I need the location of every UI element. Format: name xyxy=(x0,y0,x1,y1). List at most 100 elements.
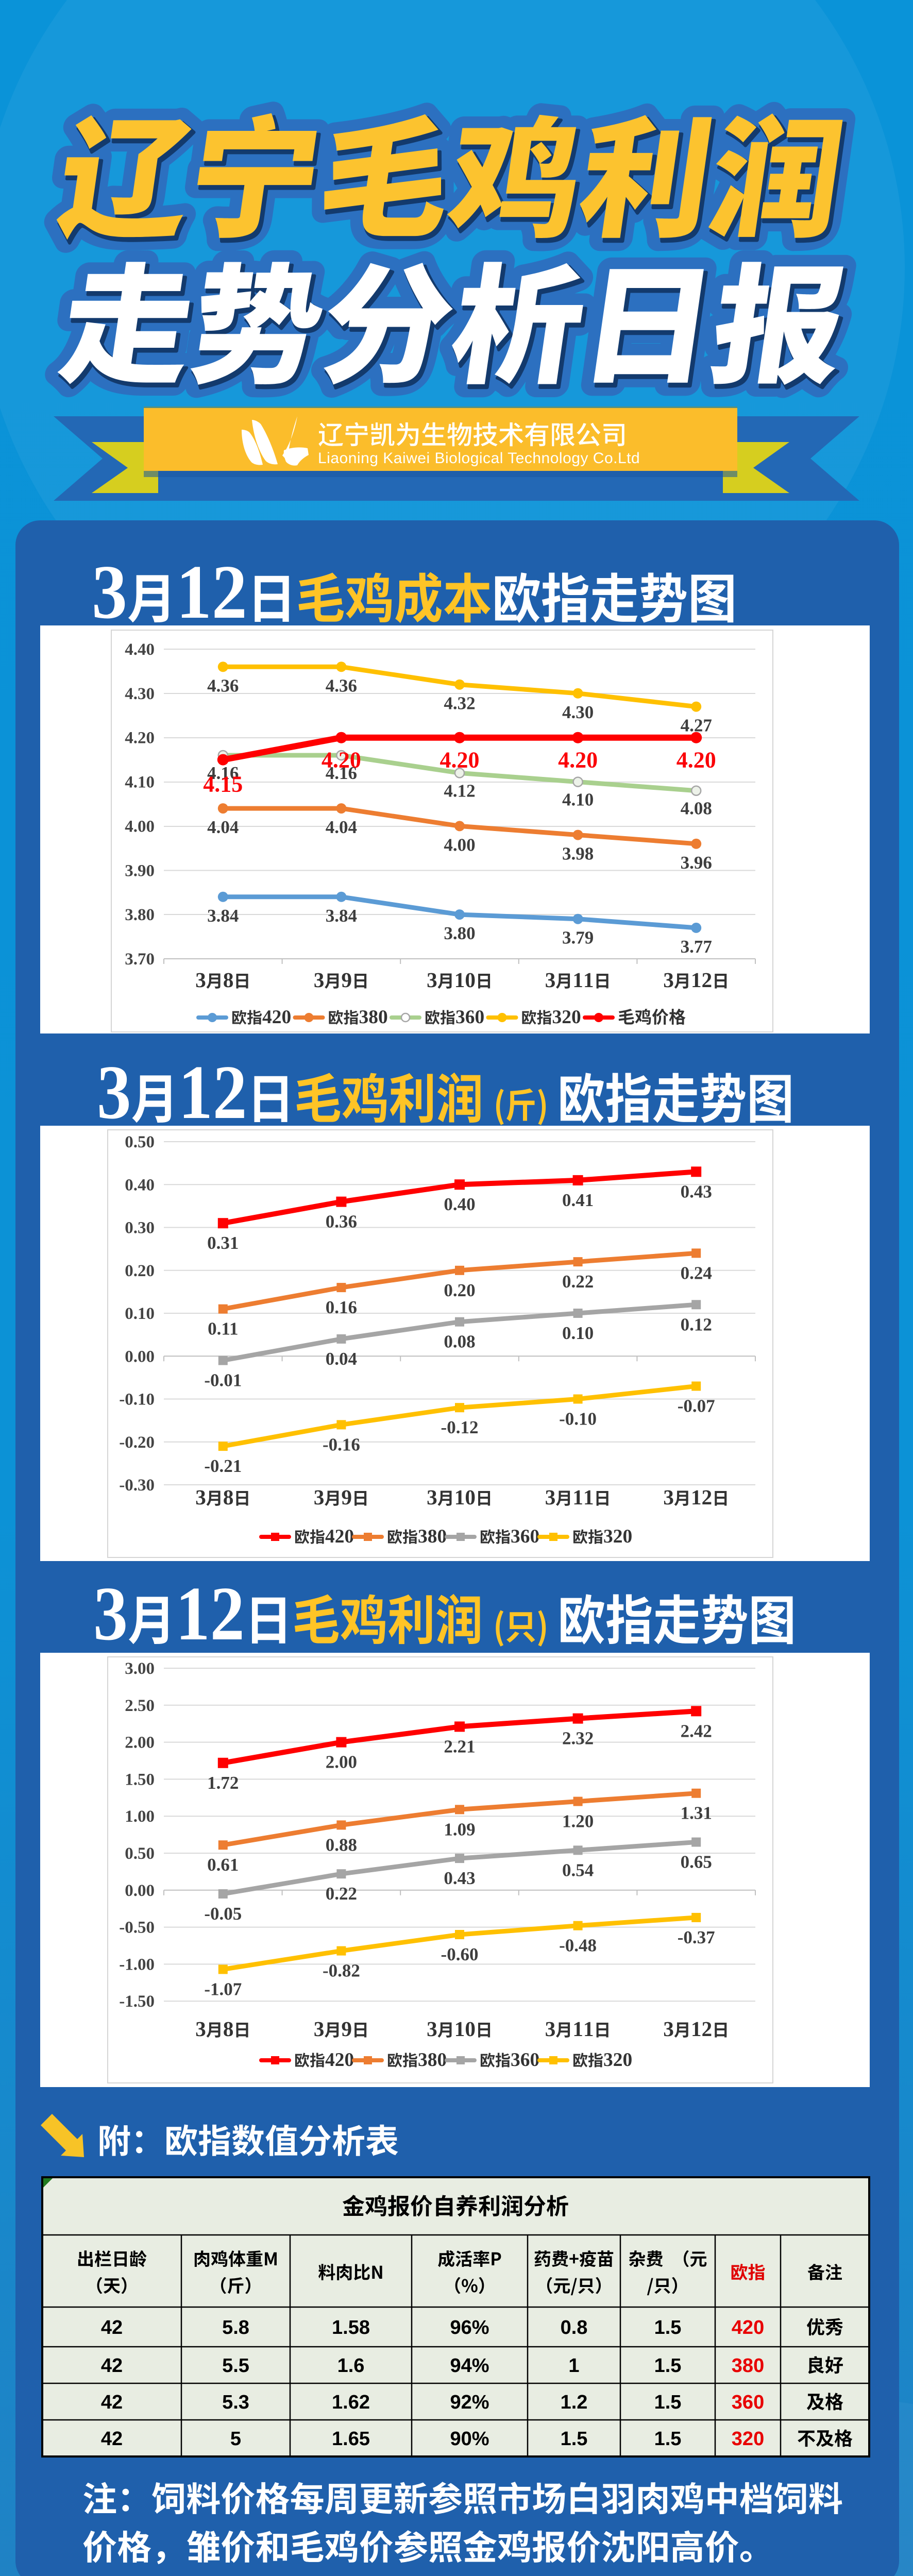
svg-text:0.61: 0.61 xyxy=(207,1855,239,1875)
svg-text:1.5: 1.5 xyxy=(654,2317,682,2338)
svg-text:Liaoning Kaiwei Biological Tec: Liaoning Kaiwei Biological Technology Co… xyxy=(318,450,640,467)
svg-text:3.00: 3.00 xyxy=(125,1659,155,1678)
svg-text:4.32: 4.32 xyxy=(444,693,475,714)
svg-text:4.10: 4.10 xyxy=(562,790,594,810)
svg-text:-0.10: -0.10 xyxy=(119,1391,155,1409)
svg-text:4.08: 4.08 xyxy=(681,799,712,819)
svg-text:0.88: 0.88 xyxy=(326,1835,357,1855)
svg-text:0.41: 0.41 xyxy=(562,1190,594,1210)
svg-text:1.72: 1.72 xyxy=(207,1773,239,1793)
svg-text:2.00: 2.00 xyxy=(326,1752,357,1772)
svg-text:1.62: 1.62 xyxy=(332,2392,370,2413)
svg-text:-0.82: -0.82 xyxy=(323,1961,360,1981)
svg-text:-0.37: -0.37 xyxy=(678,1927,715,1947)
svg-text:380: 380 xyxy=(732,2355,764,2377)
svg-text:-1.50: -1.50 xyxy=(119,1992,155,2011)
svg-text:1.5: 1.5 xyxy=(654,2355,682,2377)
svg-text:0.04: 0.04 xyxy=(326,1349,357,1369)
svg-text:4.00: 4.00 xyxy=(444,835,475,855)
svg-text:2.32: 2.32 xyxy=(562,1728,594,1749)
svg-text:3.80: 3.80 xyxy=(125,906,155,924)
svg-text:4.30: 4.30 xyxy=(125,685,155,703)
svg-text:0.65: 0.65 xyxy=(681,1852,712,1872)
svg-text:3.70: 3.70 xyxy=(125,950,155,969)
svg-text:1.58: 1.58 xyxy=(332,2317,370,2338)
svg-text:4.16: 4.16 xyxy=(326,763,357,783)
svg-text:-1.00: -1.00 xyxy=(119,1955,155,1974)
svg-text:1.5: 1.5 xyxy=(561,2428,588,2450)
svg-text:0.10: 0.10 xyxy=(562,1323,594,1343)
svg-text:-0.10: -0.10 xyxy=(559,1409,597,1429)
svg-text:1.20: 1.20 xyxy=(562,1811,594,1832)
svg-text:1: 1 xyxy=(568,2355,579,2377)
svg-text:4.20: 4.20 xyxy=(558,748,598,773)
svg-text:4.04: 4.04 xyxy=(326,817,357,837)
svg-text:4.36: 4.36 xyxy=(207,675,239,696)
svg-text:1.5: 1.5 xyxy=(654,2428,682,2450)
svg-text:-0.20: -0.20 xyxy=(119,1433,155,1452)
svg-text:5.5: 5.5 xyxy=(222,2355,249,2377)
svg-text:1.31: 1.31 xyxy=(681,1803,712,1823)
svg-text:42: 42 xyxy=(101,2317,123,2338)
svg-text:0.16: 0.16 xyxy=(326,1297,357,1317)
svg-text:4.20: 4.20 xyxy=(125,729,155,748)
svg-text:0.40: 0.40 xyxy=(125,1176,155,1194)
svg-text:-0.12: -0.12 xyxy=(441,1417,479,1437)
svg-text:0.10: 0.10 xyxy=(125,1304,155,1323)
svg-text:-0.30: -0.30 xyxy=(119,1476,155,1495)
svg-text:0.00: 0.00 xyxy=(125,1882,155,1900)
svg-text:4.00: 4.00 xyxy=(125,817,155,836)
svg-text:320: 320 xyxy=(732,2428,764,2450)
svg-text:0.00: 0.00 xyxy=(125,1347,155,1366)
svg-text:1.50: 1.50 xyxy=(125,1770,155,1789)
svg-text:0.50: 0.50 xyxy=(125,1133,155,1151)
svg-text:-0.50: -0.50 xyxy=(119,1919,155,1937)
svg-text:360: 360 xyxy=(732,2392,764,2413)
svg-text:5.8: 5.8 xyxy=(222,2317,249,2338)
svg-text:1.00: 1.00 xyxy=(125,1807,155,1826)
svg-text:1.5: 1.5 xyxy=(654,2392,682,2413)
svg-text:3.77: 3.77 xyxy=(681,937,712,957)
svg-text:4.15: 4.15 xyxy=(203,772,243,797)
svg-text:3.90: 3.90 xyxy=(125,861,155,880)
svg-text:0.30: 0.30 xyxy=(125,1219,155,1238)
svg-text:42: 42 xyxy=(101,2428,123,2450)
svg-text:4.27: 4.27 xyxy=(681,716,712,736)
svg-text:0.50: 0.50 xyxy=(125,1844,155,1863)
svg-text:3.96: 3.96 xyxy=(681,853,712,873)
svg-text:2.21: 2.21 xyxy=(444,1736,475,1756)
svg-text:1.6: 1.6 xyxy=(337,2355,365,2377)
svg-text:-0.05: -0.05 xyxy=(204,1904,242,1924)
svg-text:1.09: 1.09 xyxy=(444,1819,475,1839)
svg-text:-1.07: -1.07 xyxy=(204,1979,242,1999)
svg-text:0.31: 0.31 xyxy=(207,1233,239,1253)
svg-text:-0.60: -0.60 xyxy=(441,1944,479,1964)
svg-text:94%: 94% xyxy=(450,2355,489,2377)
svg-text:1.2: 1.2 xyxy=(561,2392,588,2413)
svg-text:92%: 92% xyxy=(450,2392,489,2413)
svg-text:0.08: 0.08 xyxy=(444,1332,475,1352)
svg-text:1.65: 1.65 xyxy=(332,2428,370,2450)
svg-text:0.20: 0.20 xyxy=(125,1262,155,1280)
svg-text:4.40: 4.40 xyxy=(125,640,155,659)
svg-text:0.8: 0.8 xyxy=(561,2317,588,2338)
svg-text:2.00: 2.00 xyxy=(125,1734,155,1752)
svg-text:-0.21: -0.21 xyxy=(204,1456,242,1476)
svg-text:0.43: 0.43 xyxy=(444,1868,475,1888)
svg-text:3.79: 3.79 xyxy=(562,928,594,948)
svg-text:96%: 96% xyxy=(450,2317,489,2338)
svg-text:4.20: 4.20 xyxy=(322,748,361,773)
svg-text:3.84: 3.84 xyxy=(207,906,239,926)
svg-text:0.22: 0.22 xyxy=(326,1884,357,1904)
svg-text:90%: 90% xyxy=(450,2428,489,2450)
svg-text:0.40: 0.40 xyxy=(444,1194,475,1214)
svg-text:4.20: 4.20 xyxy=(677,748,716,773)
svg-text:-0.16: -0.16 xyxy=(323,1434,360,1454)
svg-text:0.54: 0.54 xyxy=(562,1860,594,1880)
svg-text:3.80: 3.80 xyxy=(444,923,475,943)
svg-text:0.22: 0.22 xyxy=(562,1272,594,1292)
svg-text:2.42: 2.42 xyxy=(681,1721,712,1741)
svg-text:0.24: 0.24 xyxy=(681,1263,712,1283)
svg-text:-0.07: -0.07 xyxy=(678,1396,715,1416)
svg-text:420: 420 xyxy=(732,2317,764,2338)
